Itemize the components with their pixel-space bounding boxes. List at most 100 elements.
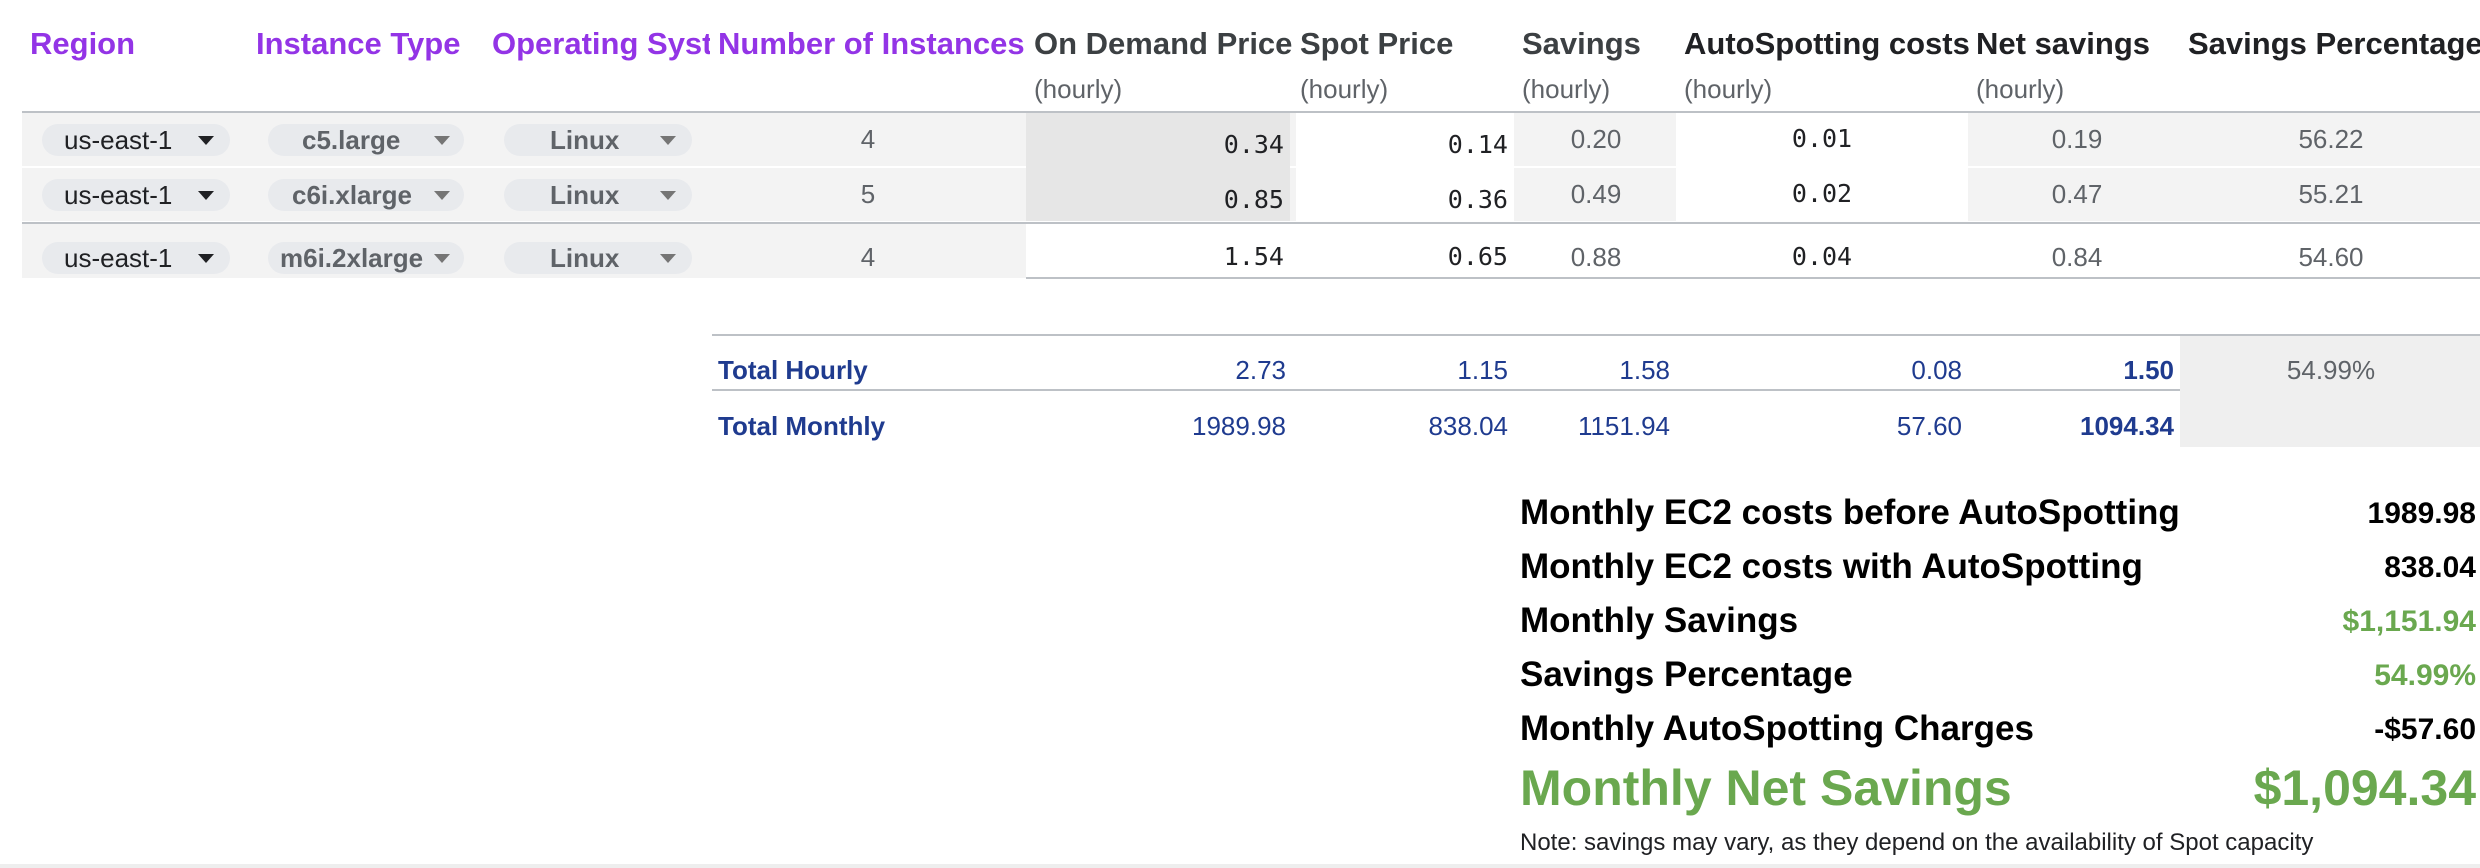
autospotting-cells-bg [1676, 113, 1968, 221]
chevron-down-icon [660, 136, 676, 145]
region-value: us-east-1 [64, 125, 173, 155]
region-dropdown[interactable]: us-east-1 [42, 179, 230, 211]
summary-savings-value: $1,151.94 [2342, 605, 2476, 638]
header-savings: Savings [1522, 26, 1641, 61]
autospotting-cost: 0.04 [1791, 242, 1853, 271]
spot-cells-bg [1296, 113, 1514, 221]
on-demand-hourly-subheader: (hourly) [1034, 74, 1123, 104]
instance-type-value: c6i.xlarge [292, 180, 412, 210]
savings-percentage-value: 54.60 [2298, 242, 2364, 272]
rows-bottom-divider [1026, 277, 2480, 279]
savings-note: Note: savings may vary, as they depend o… [1520, 829, 2314, 856]
summary-percentage-value: 54.99% [2374, 659, 2476, 692]
chevron-down-icon [198, 136, 214, 145]
total-hourly-savings: 1.58 [1619, 355, 1670, 385]
on-demand-price: 0.34 [1223, 130, 1284, 159]
operating-system-value: Linux [550, 180, 620, 210]
total-hourly-percentage: 54.99% [2286, 355, 2376, 385]
chevron-down-icon [434, 191, 450, 200]
header-net-savings: Net savings [1976, 26, 2151, 61]
instance-type-value: m6i.2xlarge [280, 243, 424, 273]
spot-price: 0.36 [1447, 185, 1508, 214]
operating-system-value: Linux [550, 243, 620, 273]
total-monthly-savings: 1151.94 [1577, 411, 1670, 441]
summary-net-savings-label: Monthly Net Savings [1520, 760, 2012, 816]
autospotting-hourly-subheader: (hourly) [1684, 74, 1773, 104]
chevron-down-icon [660, 191, 676, 200]
region-value: us-east-1 [64, 243, 173, 273]
totals-top-divider [712, 334, 2480, 336]
instance-type-dropdown[interactable]: m6i.2xlarge [268, 242, 464, 274]
savings-percentage-value: 56.22 [2298, 124, 2364, 154]
spot-price: 0.14 [1447, 130, 1508, 159]
region-dropdown[interactable]: us-east-1 [42, 242, 230, 274]
total-monthly-on-demand: 1989.98 [1192, 411, 1286, 441]
total-hourly-label: Total Hourly [718, 355, 868, 385]
chevron-down-icon [434, 254, 450, 263]
totals-row-divider [712, 389, 2180, 391]
net-savings-value: 0.47 [2051, 179, 2103, 209]
instance-type-value: c5.large [302, 125, 401, 155]
instance-type-dropdown[interactable]: c5.large [268, 124, 464, 156]
header-spot-price: Spot Price [1300, 26, 1454, 61]
total-monthly-autospotting: 57.60 [1896, 411, 1962, 441]
operating-system-value: Linux [550, 125, 620, 155]
autospotting-cost: 0.02 [1791, 179, 1853, 208]
savings-hourly-subheader: (hourly) [1522, 74, 1611, 104]
total-hourly-autospotting: 0.08 [1911, 355, 1962, 385]
region-dropdown[interactable]: us-east-1 [42, 124, 230, 156]
row-divider [22, 222, 2480, 224]
instance-type-dropdown[interactable]: c6i.xlarge [268, 179, 464, 211]
chevron-down-icon [198, 191, 214, 200]
header-on-demand-price: On Demand Price [1034, 26, 1293, 61]
header-operating-system: Operating System [492, 26, 710, 61]
chevron-down-icon [660, 254, 676, 263]
summary-savings-label: Monthly Savings [1520, 601, 1799, 640]
summary-before-label: Monthly EC2 costs before AutoSpotting [1520, 493, 2180, 532]
header-number-of-instances: Number of Instances [718, 22, 1025, 66]
bottom-border [0, 864, 2480, 868]
summary-charges-label: Monthly AutoSpotting Charges [1520, 709, 2034, 748]
summary-before-value: 1989.98 [2367, 497, 2476, 530]
instance-count[interactable]: 5 [860, 179, 876, 209]
net-savings-value: 0.19 [2051, 124, 2103, 154]
total-hourly-spot: 1.15 [1457, 355, 1508, 385]
summary-with-label: Monthly EC2 costs with AutoSpotting [1520, 547, 2143, 586]
operating-system-dropdown[interactable]: Linux [504, 124, 692, 156]
row3-white-bg [1026, 224, 2480, 278]
total-monthly-label: Total Monthly [718, 411, 886, 441]
spot-price: 0.65 [1447, 242, 1508, 271]
chevron-down-icon [198, 254, 214, 263]
savings-value: 0.88 [1570, 242, 1622, 272]
on-demand-cells-bg [1026, 113, 1290, 221]
on-demand-price: 0.85 [1223, 185, 1284, 214]
summary-net-savings-value: $1,094.34 [2253, 760, 2476, 816]
total-monthly-net-savings: 1094.34 [2080, 411, 2174, 441]
instance-count[interactable]: 4 [860, 124, 876, 154]
autospotting-cost: 0.01 [1791, 124, 1853, 153]
region-value: us-east-1 [64, 180, 173, 210]
net-savings-value: 0.84 [2051, 242, 2103, 272]
net-savings-hourly-subheader: (hourly) [1976, 74, 2065, 104]
summary-charges-value: -$57.60 [2374, 713, 2476, 746]
header-instance-type: Instance Type [256, 26, 461, 61]
spot-hourly-subheader: (hourly) [1300, 74, 1389, 104]
totals-percentage-bg [2180, 336, 2480, 447]
instance-count[interactable]: 4 [860, 242, 876, 272]
on-demand-price: 1.54 [1223, 242, 1284, 271]
operating-system-dropdown[interactable]: Linux [504, 179, 692, 211]
header-divider [22, 111, 2480, 113]
summary-percentage-label: Savings Percentage [1520, 655, 1853, 694]
header-autospotting-costs: AutoSpotting costs [1684, 26, 1970, 61]
chevron-down-icon [434, 136, 450, 145]
savings-value: 0.49 [1570, 179, 1622, 209]
total-monthly-spot: 838.04 [1428, 411, 1508, 441]
savings-value: 0.20 [1570, 124, 1622, 154]
header-savings-percentage: Savings Percentage [2188, 26, 2480, 61]
header-region: Region [30, 26, 136, 61]
total-hourly-net-savings: 1.50 [2123, 355, 2174, 385]
operating-system-dropdown[interactable]: Linux [504, 242, 692, 274]
savings-percentage-value: 55.21 [2298, 179, 2364, 209]
total-hourly-on-demand: 2.73 [1235, 355, 1286, 385]
summary-with-value: 838.04 [2384, 551, 2476, 584]
